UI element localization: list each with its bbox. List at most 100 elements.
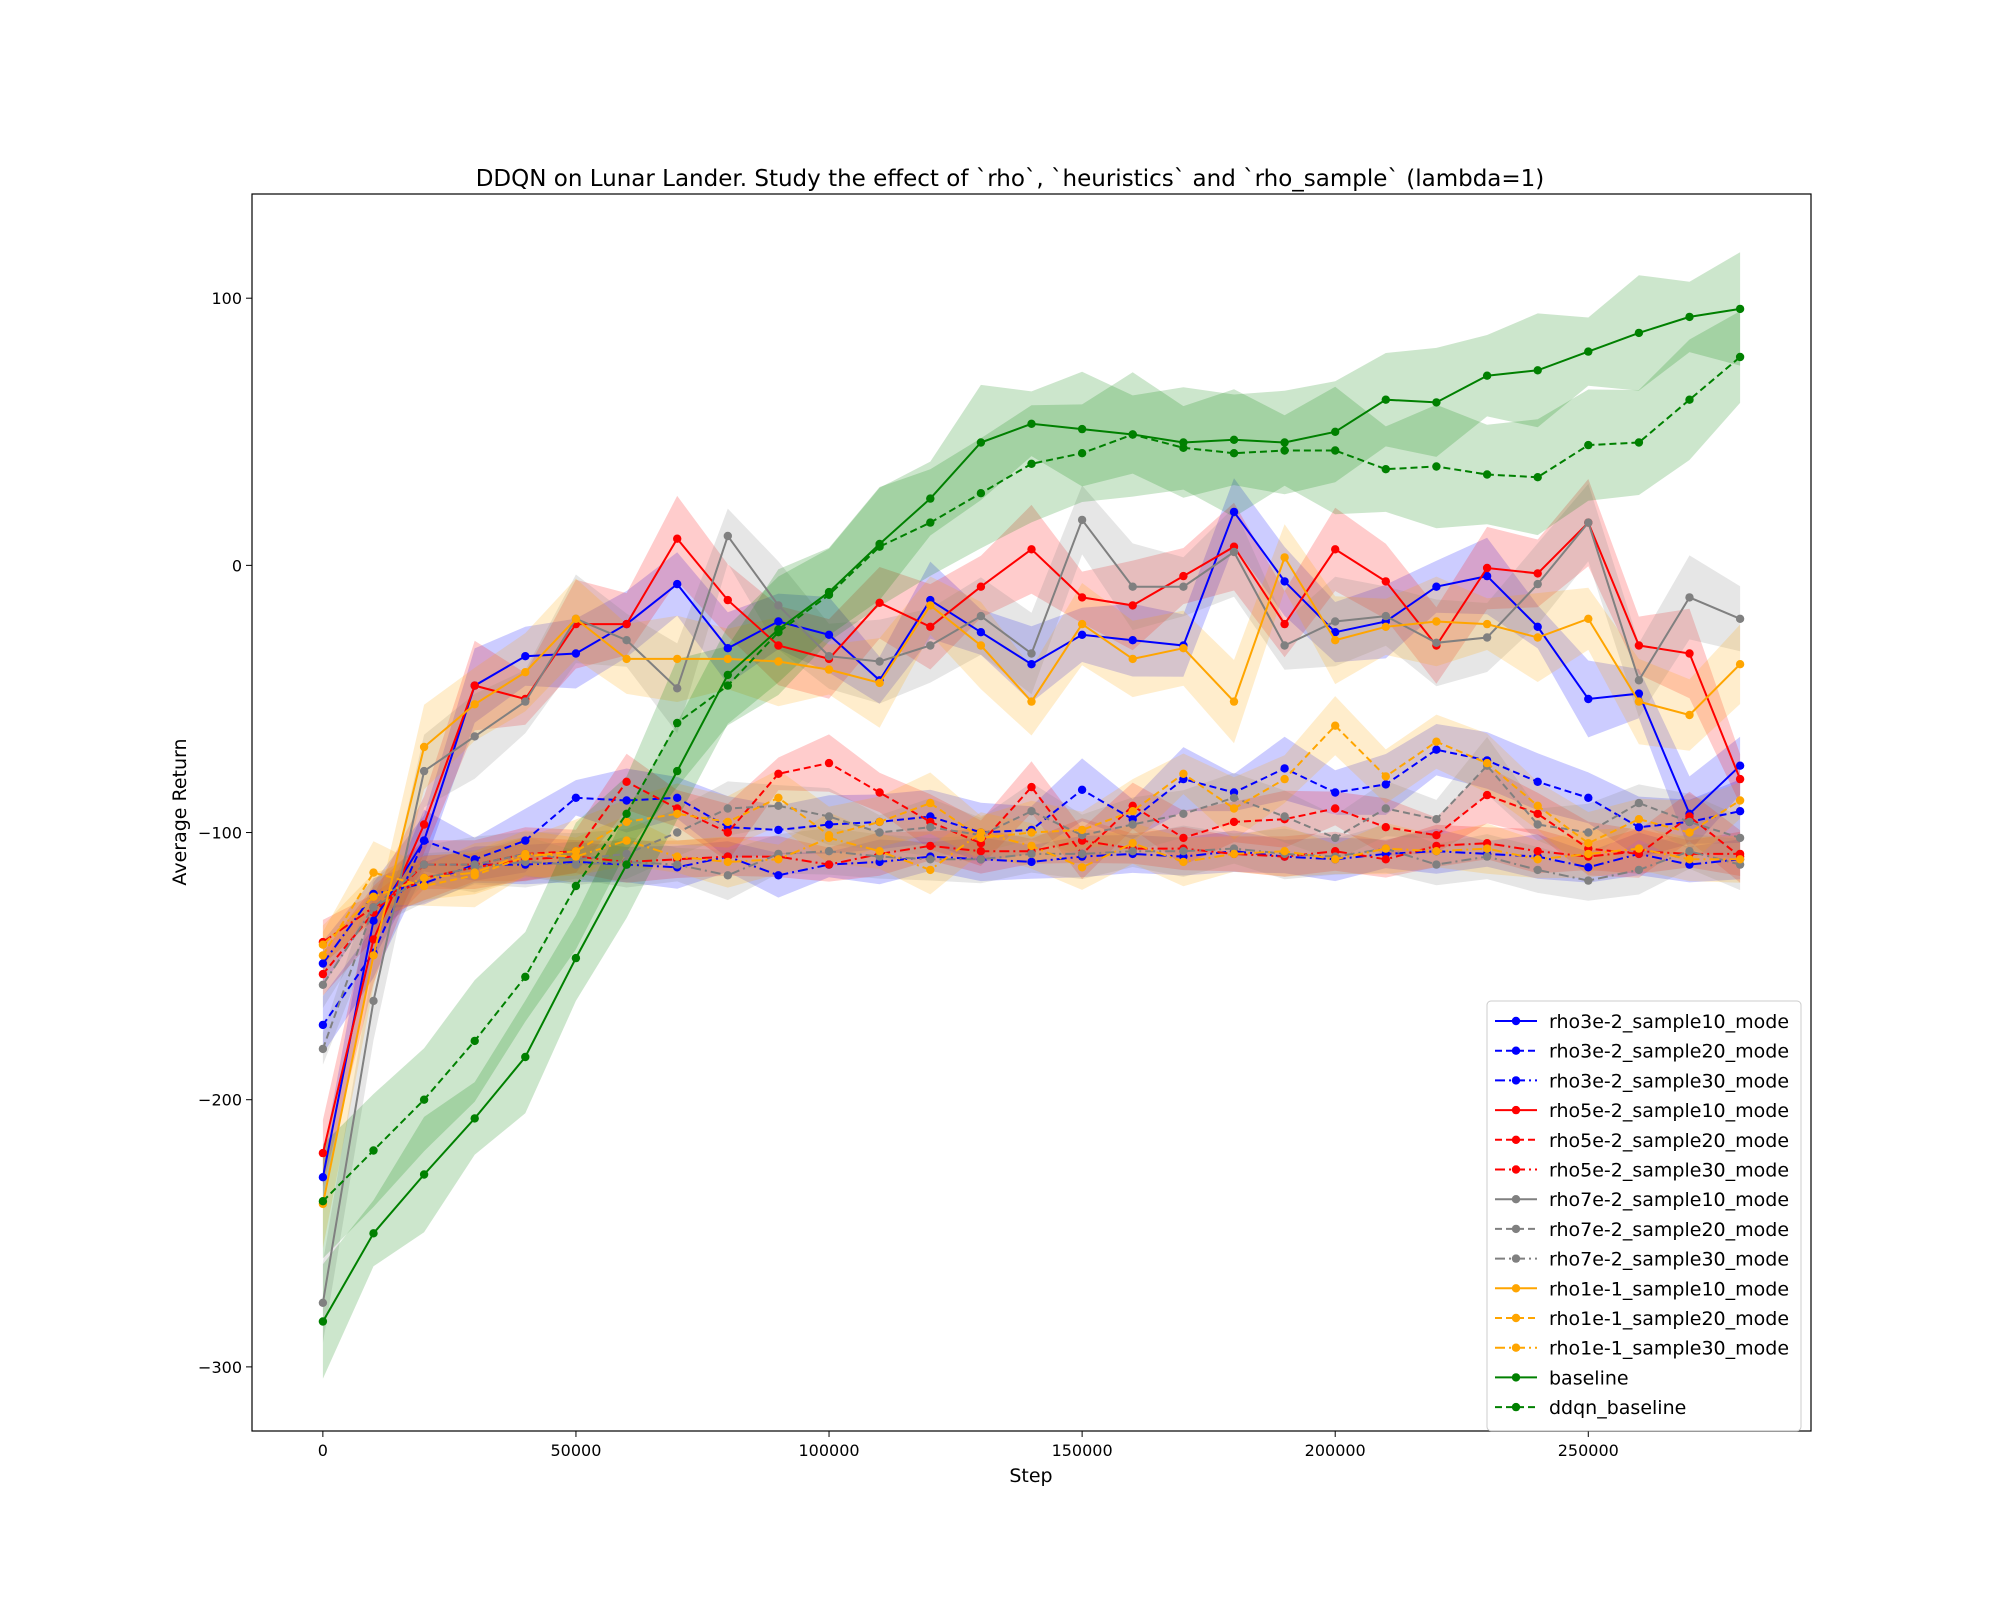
point-rho7e-2-sample30-mode <box>1432 860 1441 869</box>
point-rho7e-2-sample10-mode <box>1685 593 1694 602</box>
point-rho1e-1-sample30-mode <box>1584 849 1593 859</box>
point-rho7e-2-sample10-mode <box>369 996 378 1006</box>
legend-marker <box>1511 1195 1521 1204</box>
point-rho7e-2-sample20-mode <box>1533 820 1542 829</box>
point-rho3e-2-sample30-mode <box>318 959 328 968</box>
point-rho7e-2-sample10-mode <box>824 652 834 661</box>
point-rho1e-1-sample10-mode <box>1331 636 1340 645</box>
y-axis-label: Average Return <box>169 738 191 885</box>
point-baseline <box>1533 366 1542 375</box>
point-rho3e-2-sample10-mode <box>521 652 530 661</box>
point-rho5e-2-sample10-mode <box>1482 563 1492 573</box>
x-tick-label: 250000 <box>1558 1441 1619 1460</box>
point-rho3e-2-sample10-mode <box>673 579 682 589</box>
point-rho7e-2-sample30-mode <box>723 871 732 880</box>
point-rho7e-2-sample10-mode <box>1584 518 1593 527</box>
series-rho7e-2-sample20-mode <box>318 761 1745 1054</box>
legend-item: rho5e-2_sample10_mode <box>1495 1100 1789 1122</box>
point-rho7e-2-sample10-mode <box>419 766 429 776</box>
point-ddqn-baseline <box>1634 438 1644 447</box>
point-rho7e-2-sample10-mode <box>622 636 631 645</box>
point-rho3e-2-sample20-mode <box>824 820 834 829</box>
point-rho1e-1-sample20-mode <box>1482 758 1492 768</box>
point-rho3e-2-sample20-mode <box>1735 807 1745 816</box>
chart-title: DDQN on Lunar Lander. Study the effect o… <box>476 166 1545 192</box>
point-ddqn-baseline <box>1533 473 1542 482</box>
point-rho1e-1-sample10-mode <box>1280 553 1289 562</box>
point-rho7e-2-sample10-mode <box>521 697 530 706</box>
point-rho1e-1-sample10-mode <box>1432 617 1441 626</box>
point-rho7e-2-sample10-mode <box>1179 582 1188 591</box>
point-rho1e-1-sample10-mode <box>824 665 834 674</box>
point-rho5e-2-sample10-mode <box>318 1148 328 1158</box>
point-rho3e-2-sample20-mode <box>774 825 783 835</box>
point-rho1e-1-sample30-mode <box>1735 855 1745 864</box>
point-rho1e-1-sample30-mode <box>976 828 986 837</box>
point-rho1e-1-sample10-mode <box>1128 654 1137 664</box>
point-rho1e-1-sample10-mode <box>673 654 682 664</box>
point-rho1e-1-sample10-mode <box>470 700 479 709</box>
band-ddqn-baseline <box>322 311 1741 1259</box>
point-rho7e-2-sample30-mode <box>1685 847 1694 856</box>
series-rho7e-2-sample10-mode <box>318 515 1745 1308</box>
point-rho5e-2-sample10-mode <box>369 935 378 944</box>
point-ddqn-baseline <box>926 518 935 527</box>
point-ddqn-baseline <box>1432 462 1441 471</box>
line-rho7e-2-sample20-mode <box>321 764 1741 1050</box>
point-ddqn-baseline <box>723 681 732 690</box>
point-rho1e-1-sample10-mode <box>1381 622 1391 631</box>
point-rho7e-2-sample30-mode <box>369 903 378 912</box>
point-rho1e-1-sample10-mode <box>723 654 732 664</box>
point-rho3e-2-sample10-mode <box>318 1173 328 1182</box>
point-rho5e-2-sample10-mode <box>1533 569 1542 578</box>
legend-label: rho1e-1_sample20_mode <box>1549 1308 1789 1330</box>
point-baseline <box>1482 371 1492 380</box>
point-rho5e-2-sample10-mode <box>1077 593 1087 602</box>
point-rho3e-2-sample10-mode <box>1584 694 1593 704</box>
point-rho7e-2-sample30-mode <box>976 855 986 864</box>
line-rho5e-2-sample20-mode <box>322 762 1741 975</box>
point-rho5e-2-sample10-mode <box>926 622 935 631</box>
point-rho1e-1-sample10-mode <box>521 668 530 677</box>
point-rho3e-2-sample10-mode <box>1280 577 1289 586</box>
point-baseline <box>622 860 631 869</box>
point-rho3e-2-sample10-mode <box>723 644 732 653</box>
point-rho1e-1-sample20-mode <box>1027 828 1036 837</box>
point-rho5e-2-sample30-mode <box>976 847 986 856</box>
point-rho1e-1-sample30-mode <box>622 836 631 845</box>
point-rho3e-2-sample20-mode <box>1432 745 1441 754</box>
y-tick-label: −300 <box>198 1358 242 1377</box>
point-rho5e-2-sample20-mode <box>622 777 631 786</box>
band-rho7e-2-sample10-mode <box>322 483 1741 1343</box>
point-baseline <box>1735 304 1745 314</box>
point-rho1e-1-sample10-mode <box>1027 697 1036 706</box>
x-axis: 0 50000 100000 150000 200000 250000 <box>318 1431 1619 1460</box>
point-rho3e-2-sample30-mode <box>1584 863 1593 872</box>
point-rho3e-2-sample20-mode <box>1381 780 1391 789</box>
legend-marker <box>1511 1313 1521 1323</box>
legend-marker <box>1511 1373 1521 1382</box>
point-rho1e-1-sample20-mode <box>1584 839 1593 848</box>
point-rho1e-1-sample20-mode <box>1432 737 1441 746</box>
point-baseline <box>470 1114 479 1123</box>
point-rho1e-1-sample20-mode <box>419 881 429 891</box>
point-rho7e-2-sample10-mode <box>723 531 732 541</box>
legend-marker <box>1511 1284 1521 1293</box>
point-rho7e-2-sample20-mode <box>673 828 682 837</box>
point-ddqn-baseline <box>1735 352 1745 362</box>
point-ddqn-baseline <box>1128 430 1137 439</box>
line-rho5e-2-sample30-mode <box>322 839 1741 943</box>
point-ddqn-baseline <box>1229 449 1239 458</box>
point-ddqn-baseline <box>673 718 682 728</box>
legend-marker <box>1511 1135 1521 1145</box>
point-ddqn-baseline <box>1685 395 1694 404</box>
point-rho5e-2-sample10-mode <box>723 595 732 605</box>
point-rho1e-1-sample30-mode <box>1482 844 1492 853</box>
point-baseline <box>1432 398 1441 407</box>
point-baseline <box>1331 427 1340 436</box>
legend-marker <box>1511 1046 1521 1055</box>
point-rho7e-2-sample10-mode <box>318 1298 328 1308</box>
point-rho1e-1-sample10-mode <box>1735 660 1745 669</box>
point-rho3e-2-sample10-mode <box>1735 761 1745 770</box>
point-rho7e-2-sample30-mode <box>571 860 581 869</box>
